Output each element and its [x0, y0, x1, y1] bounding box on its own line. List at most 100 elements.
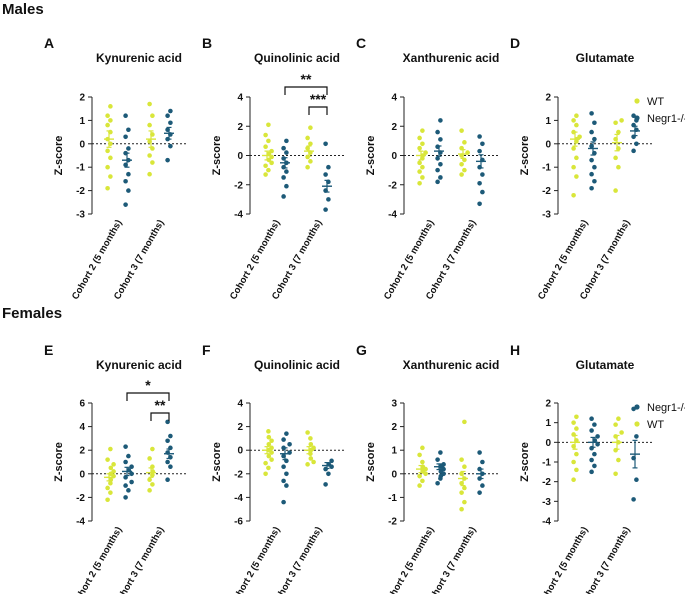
- data-point: [417, 145, 422, 151]
- data-point: [592, 164, 597, 170]
- data-point: [435, 480, 440, 486]
- data-point: [571, 146, 576, 151]
- data-point: [105, 113, 110, 119]
- data-point: [129, 479, 134, 485]
- data-point: [308, 436, 313, 441]
- panel-title: Kynurenic acid: [96, 358, 182, 372]
- significance-label: *: [145, 377, 151, 393]
- y-tick-label: -6: [234, 517, 243, 528]
- data-point: [111, 469, 116, 474]
- significance-bracket: [284, 86, 328, 95]
- y-tick-label: 2: [391, 122, 397, 133]
- panel-label: H: [510, 342, 520, 358]
- data-point: [613, 155, 618, 161]
- data-point: [123, 495, 128, 500]
- data-point: [417, 169, 422, 174]
- data-point: [284, 471, 289, 477]
- y-tick-label: 0: [79, 469, 85, 480]
- y-tick-label: -2: [234, 469, 243, 480]
- y-tick-label: -2: [76, 186, 85, 197]
- data-point: [589, 129, 594, 135]
- y-tick-label: -3: [542, 210, 551, 221]
- data-point: [266, 465, 271, 471]
- data-point: [269, 445, 274, 451]
- data-point: [281, 437, 286, 442]
- data-point: [123, 483, 128, 488]
- data-point: [462, 419, 467, 425]
- data-point: [326, 164, 331, 170]
- data-point: [105, 185, 110, 191]
- panel-title: Glutamate: [576, 358, 635, 372]
- data-point: [266, 442, 272, 447]
- y-tick-label: 4: [237, 399, 243, 410]
- legend-label: Negr1-/-: [647, 113, 685, 125]
- y-tick-label: -4: [234, 210, 243, 221]
- data-point: [165, 113, 170, 119]
- data-point: [168, 143, 173, 149]
- legend-marker: [634, 421, 640, 427]
- data-point: [571, 164, 576, 170]
- data-point: [589, 457, 594, 463]
- data-point: [150, 446, 155, 452]
- y-tick-label: -3: [542, 497, 551, 508]
- data-point: [435, 167, 440, 173]
- y-tick-label: 2: [79, 93, 85, 104]
- data-point: [108, 118, 113, 123]
- data-point: [263, 163, 268, 169]
- data-point: [616, 457, 621, 463]
- data-point: [420, 478, 425, 484]
- data-point: [480, 459, 485, 465]
- y-tick-label: 6: [79, 399, 85, 410]
- x-tick-label: Cohort 2 (5 months): [382, 525, 437, 594]
- data-point: [462, 140, 467, 145]
- data-point: [126, 188, 131, 193]
- panel-label: A: [44, 35, 54, 51]
- data-point: [459, 457, 464, 462]
- data-point: [589, 157, 594, 163]
- data-point: [574, 467, 579, 473]
- data-point: [619, 118, 624, 123]
- data-point: [326, 471, 331, 477]
- data-point: [129, 464, 134, 470]
- legend-marker: [634, 404, 640, 410]
- data-point: [589, 171, 594, 177]
- data-point: [574, 451, 579, 457]
- significance-bracket: [308, 106, 328, 115]
- data-point: [423, 150, 428, 155]
- data-point: [123, 444, 128, 449]
- data-point: [281, 464, 286, 470]
- x-tick-label: Cohort 2 (5 months): [536, 525, 591, 594]
- data-point: [266, 434, 272, 440]
- data-point: [287, 442, 292, 447]
- data-point: [150, 482, 155, 487]
- data-point: [305, 164, 310, 170]
- data-point: [613, 471, 618, 477]
- data-point: [574, 155, 579, 161]
- data-point: [150, 160, 155, 165]
- data-point: [435, 179, 440, 185]
- y-tick-label: 2: [79, 446, 85, 457]
- y-axis-label: Z-score: [53, 442, 65, 482]
- y-tick-label: 1: [545, 116, 551, 127]
- data-point: [459, 506, 464, 512]
- legend-marker: [634, 98, 640, 104]
- data-point: [462, 464, 467, 470]
- data-point: [266, 167, 271, 173]
- data-point: [329, 458, 334, 464]
- data-point: [263, 132, 268, 138]
- panel-title: Xanthurenic acid: [403, 358, 500, 372]
- data-point: [266, 122, 271, 128]
- y-axis-label: Z-score: [53, 136, 65, 176]
- data-point: [266, 429, 271, 434]
- data-point: [459, 172, 464, 177]
- data-point: [150, 113, 155, 119]
- data-point: [266, 453, 272, 459]
- y-axis-label: Z-score: [519, 442, 531, 482]
- data-point: [420, 128, 425, 133]
- data-point: [441, 462, 446, 467]
- data-point: [108, 104, 113, 109]
- panel-label: B: [202, 35, 212, 51]
- y-tick-label: 0: [391, 469, 397, 480]
- data-point: [417, 180, 422, 186]
